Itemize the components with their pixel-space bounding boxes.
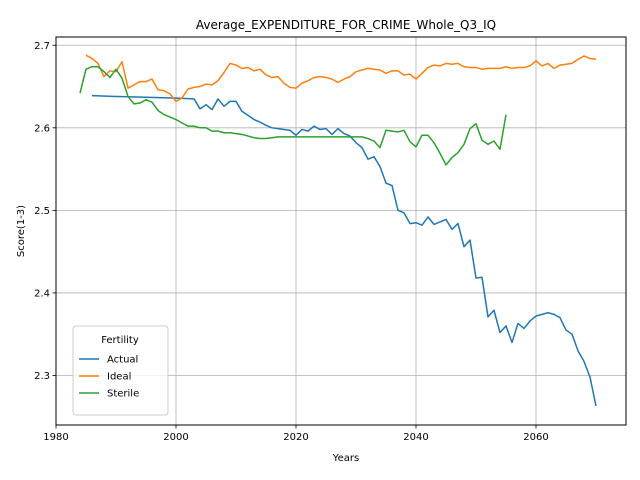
- legend-title: Fertility: [101, 335, 139, 346]
- x-tick-label: 2000: [163, 432, 188, 443]
- y-tick-label: 2.7: [34, 41, 50, 52]
- x-tick-label: 2060: [523, 432, 548, 443]
- legend: Fertility Actual Ideal Sterile: [73, 326, 168, 415]
- y-tick-label: 2.3: [34, 371, 50, 382]
- y-tick-label: 2.5: [34, 206, 50, 217]
- legend-label-actual: Actual: [107, 355, 138, 366]
- legend-label-ideal: Ideal: [107, 372, 131, 383]
- y-tick-label: 2.6: [34, 123, 50, 134]
- y-axis-label: Score(1-3): [16, 205, 27, 257]
- x-tick-label: 2040: [403, 432, 428, 443]
- x-axis-label: Years: [332, 453, 359, 464]
- chart-title: Average_EXPENDITURE_FOR_CRIME_Whole_Q3_I…: [196, 18, 496, 32]
- x-tick-label: 2020: [283, 432, 308, 443]
- legend-label-sterile: Sterile: [107, 389, 139, 400]
- x-tick-label: 1980: [43, 432, 68, 443]
- y-tick-label: 2.4: [34, 288, 50, 299]
